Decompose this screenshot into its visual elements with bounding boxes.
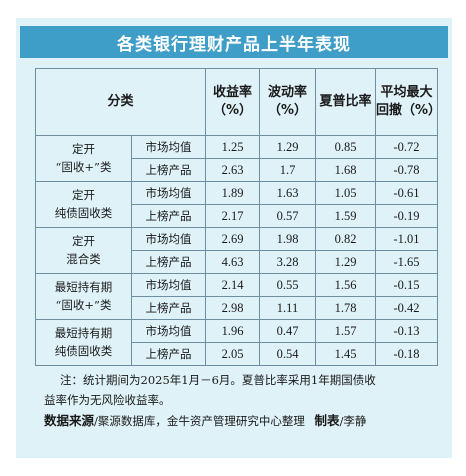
- table-row: 最短持有期 “固收+”类 市场均值 2.14 0.55 1.56 -0.15: [35, 273, 439, 320]
- drawdown-value: -0.42: [375, 296, 439, 320]
- yield-value: 1.25: [205, 135, 261, 159]
- title-banner: 各类银行理财产品上半年表现: [20, 26, 448, 58]
- category-cell: 定开 纯债固收类: [35, 181, 132, 228]
- category-cell: 最短持有期 “固收+”类: [35, 273, 132, 320]
- row-type: 上榜产品: [130, 296, 207, 320]
- volatility-value: 0.55: [259, 273, 317, 297]
- volatility-value: 0.47: [259, 319, 317, 343]
- sharpe-value: 1.29: [315, 250, 377, 274]
- yield-value: 2.69: [205, 227, 261, 251]
- yield-value: 2.17: [205, 204, 261, 228]
- sharpe-value: 1.59: [315, 204, 377, 228]
- drawdown-value: -0.61: [375, 181, 439, 205]
- yield-value: 1.96: [205, 319, 261, 343]
- page-title: 各类银行理财产品上半年表现: [117, 34, 351, 55]
- performance-table: 分类 收益率 （%） 波动率 （%） 夏普比率 平均最大 回撤（%） 定开 “固收+”类…: [34, 68, 441, 366]
- sharpe-value: 1.56: [315, 273, 377, 297]
- category-cell: 定开 “固收+”类: [35, 135, 132, 182]
- table-row: 上榜产品 2.63 1.7 1.68 -0.78: [36, 158, 439, 182]
- table-row: 上榜产品 2.17 0.57 1.59 -0.19: [36, 204, 439, 228]
- volatility-value: 0.54: [259, 342, 317, 366]
- drawdown-value: -0.19: [375, 204, 439, 228]
- sharpe-value: 1.05: [315, 181, 377, 205]
- volatility-value: 1.63: [259, 181, 317, 205]
- header-volatility: 波动率 （%）: [259, 68, 317, 136]
- table-row: 上榜产品 4.63 3.28 1.29 -1.65: [36, 250, 439, 274]
- drawdown-value: -0.18: [375, 342, 439, 366]
- sharpe-value: 0.82: [315, 227, 377, 251]
- drawdown-value: -0.72: [375, 135, 439, 159]
- row-type: 市场均值: [130, 135, 207, 159]
- drawdown-value: -0.13: [375, 319, 439, 343]
- yield-value: 4.63: [205, 250, 261, 274]
- footnote: 注：统计期间为2025年1月－6月。夏普比率采用1年期国债收 益率作为无风险收益…: [44, 370, 440, 410]
- sharpe-value: 1.57: [315, 319, 377, 343]
- drawdown-value: -0.78: [375, 158, 439, 182]
- source-text: /聚源数据库，金牛资产管理研究中心整理: [94, 414, 305, 428]
- row-type: 市场均值: [130, 319, 207, 343]
- volatility-value: 3.28: [259, 250, 317, 274]
- table-row: 上榜产品 2.98 1.11 1.78 -0.42: [36, 296, 439, 320]
- row-type: 上榜产品: [130, 204, 207, 228]
- header-drawdown: 平均最大 回撤（%）: [375, 68, 441, 136]
- row-type: 上榜产品: [130, 342, 207, 366]
- sharpe-value: 1.78: [315, 296, 377, 320]
- table-row: 定开 “固收+”类 市场均值 1.25 1.29 0.85 -0.72: [35, 135, 439, 182]
- volatility-value: 0.57: [259, 204, 317, 228]
- volatility-value: 1.7: [259, 158, 317, 182]
- volatility-value: 1.11: [259, 296, 317, 320]
- sharpe-value: 1.45: [315, 342, 377, 366]
- row-type: 市场均值: [130, 181, 207, 205]
- table-row: 定开 混合类 市场均值 2.69 1.98 0.82 -1.01: [35, 227, 439, 274]
- volatility-value: 1.98: [259, 227, 317, 251]
- row-type: 市场均值: [130, 227, 207, 251]
- footnote-line-2: 益率作为无风险收益率。: [44, 393, 171, 407]
- row-type: 上榜产品: [130, 250, 207, 274]
- footnote-line-1: 注：统计期间为2025年1月－6月。夏普比率采用1年期国债收: [60, 373, 376, 387]
- row-type: 上榜产品: [130, 158, 207, 182]
- yield-value: 2.98: [205, 296, 261, 320]
- category-cell: 最短持有期 纯债固收类: [35, 319, 132, 366]
- header-category: 分类: [34, 68, 207, 136]
- drawdown-value: -1.65: [375, 250, 439, 274]
- table-row: 最短持有期 纯债固收类 市场均值 1.96 0.47 1.57 -0.13: [35, 319, 439, 366]
- drawdown-value: -1.01: [375, 227, 439, 251]
- source-credit: 数据来源/聚源数据库，金牛资产管理研究中心整理 制表/李静: [44, 412, 444, 430]
- yield-value: 2.14: [205, 273, 261, 297]
- sharpe-value: 0.85: [315, 135, 377, 159]
- yield-value: 2.05: [205, 342, 261, 366]
- yield-value: 2.63: [205, 158, 261, 182]
- source-label: 数据来源: [44, 413, 95, 428]
- maker-name: /李静: [339, 414, 367, 428]
- volatility-value: 1.29: [259, 135, 317, 159]
- row-type: 市场均值: [130, 273, 207, 297]
- header-sharpe: 夏普比率: [315, 68, 377, 136]
- yield-value: 1.89: [205, 181, 261, 205]
- maker-label: 制表: [314, 413, 340, 428]
- table-row: 上榜产品 2.05 0.54 1.45 -0.18: [36, 342, 439, 366]
- table-header-row: 分类 收益率 （%） 波动率 （%） 夏普比率 平均最大 回撤（%）: [34, 68, 441, 136]
- drawdown-value: -0.15: [375, 273, 439, 297]
- table-row: 定开 纯债固收类 市场均值 1.89 1.63 1.05 -0.61: [35, 181, 439, 228]
- header-yield: 收益率 （%）: [205, 68, 261, 136]
- sharpe-value: 1.68: [315, 158, 377, 182]
- category-cell: 定开 混合类: [35, 227, 132, 274]
